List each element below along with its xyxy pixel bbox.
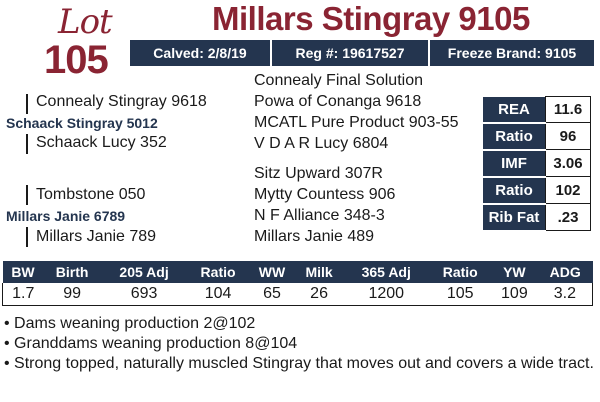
lot-label: Lot	[58, 2, 113, 42]
column-header: ADG	[537, 261, 593, 283]
sire: Schaack Stingray 5012	[6, 115, 158, 131]
carcass-row: IMF 3.06	[483, 149, 591, 178]
carcass-label: Ratio	[483, 122, 546, 151]
performance-value: 26	[295, 283, 343, 306]
lot-number: 105	[44, 38, 109, 82]
pedigree-line	[26, 94, 28, 114]
carcass-table: REA 11.6 Ratio 96 IMF 3.06 Ratio 102 Rib…	[483, 96, 591, 232]
note-item: • Strong topped, naturally muscled Sting…	[4, 355, 594, 372]
pedigree-line	[26, 227, 28, 247]
note-item: • Granddams weaning production 8@104	[4, 335, 298, 352]
column-header: Ratio	[187, 261, 249, 283]
freeze-brand: Freeze Brand: 9105	[447, 45, 577, 61]
performance-value: 99	[43, 283, 101, 306]
performance-value: 693	[100, 283, 188, 306]
sire-sire: Connealy Stingray 9618	[36, 93, 207, 110]
pedigree-ancestor: Connealy Final Solution	[254, 72, 423, 89]
column-header: 365 Adj	[342, 261, 430, 283]
pedigree-ancestor: V D A R Lucy 6804	[254, 135, 389, 152]
column-header: 205 Adj	[100, 261, 188, 283]
carcass-label: IMF	[483, 149, 546, 178]
performance-value-row: 1.7 99 693 104 65 26 1200 105 109 3.2	[2, 283, 593, 306]
performance-table: BW Birth 205 Adj Ratio WW Milk 365 Adj R…	[2, 261, 593, 306]
pedigree-ancestor: Sitz Upward 307R	[254, 165, 383, 182]
info-divider	[270, 40, 272, 66]
performance-value: 3.2	[537, 283, 593, 306]
performance-value: 65	[248, 283, 296, 306]
pedigree-line	[26, 134, 28, 154]
performance-value: 109	[490, 283, 538, 306]
pedigree-line	[26, 185, 28, 205]
carcass-label: REA	[483, 96, 546, 124]
performance-value: 1200	[342, 283, 430, 306]
column-header: Ratio	[429, 261, 491, 283]
column-header: YW	[490, 261, 538, 283]
pedigree-ancestor: Powa of Conanga 9618	[254, 93, 422, 110]
info-bar: Calved: 2/8/19 Reg #: 19617527 Freeze Br…	[130, 40, 594, 66]
carcass-row: Rib Fat .23	[483, 203, 591, 232]
carcass-label: Ratio	[483, 176, 546, 205]
pedigree-ancestor: Millars Janie 489	[254, 228, 375, 245]
notes-list: • Dams weaning production 2@102 • Grandd…	[4, 314, 594, 374]
info-divider	[428, 40, 430, 66]
carcass-value: 96	[545, 122, 591, 150]
sire-dam: Schaack Lucy 352	[36, 134, 167, 151]
registration-number: Reg #: 19617527	[295, 45, 405, 61]
column-header: Birth	[43, 261, 101, 283]
performance-value: 1.7	[2, 283, 44, 306]
carcass-value: 102	[545, 176, 591, 204]
performance-header-row: BW Birth 205 Adj Ratio WW Milk 365 Adj R…	[2, 261, 593, 283]
carcass-label: Rib Fat	[483, 203, 546, 232]
carcass-value: .23	[545, 203, 591, 231]
dam-dam: Millars Janie 789	[36, 228, 157, 245]
column-header: BW	[2, 261, 44, 283]
carcass-row: Ratio 102	[483, 176, 591, 205]
performance-value: 105	[429, 283, 491, 306]
carcass-value: 11.6	[545, 96, 591, 123]
carcass-row: Ratio 96	[483, 122, 591, 151]
animal-name-title: Millars Stingray 9105	[212, 0, 530, 37]
pedigree-ancestor: N F Alliance 348-3	[254, 207, 385, 224]
carcass-value: 3.06	[545, 149, 591, 177]
column-header: Milk	[295, 261, 343, 283]
note-item: • Dams weaning production 2@102	[4, 315, 256, 332]
dam-sire: Tombstone 050	[36, 186, 146, 203]
performance-value: 104	[187, 283, 249, 306]
dam: Millars Janie 6789	[6, 208, 126, 224]
pedigree-ancestor: Mytty Countess 906	[254, 186, 396, 203]
pedigree-ancestor: MCATL Pure Product 903-55	[254, 114, 459, 131]
column-header: WW	[248, 261, 296, 283]
calved-date: Calved: 2/8/19	[153, 45, 247, 61]
carcass-row: REA 11.6	[483, 96, 591, 124]
